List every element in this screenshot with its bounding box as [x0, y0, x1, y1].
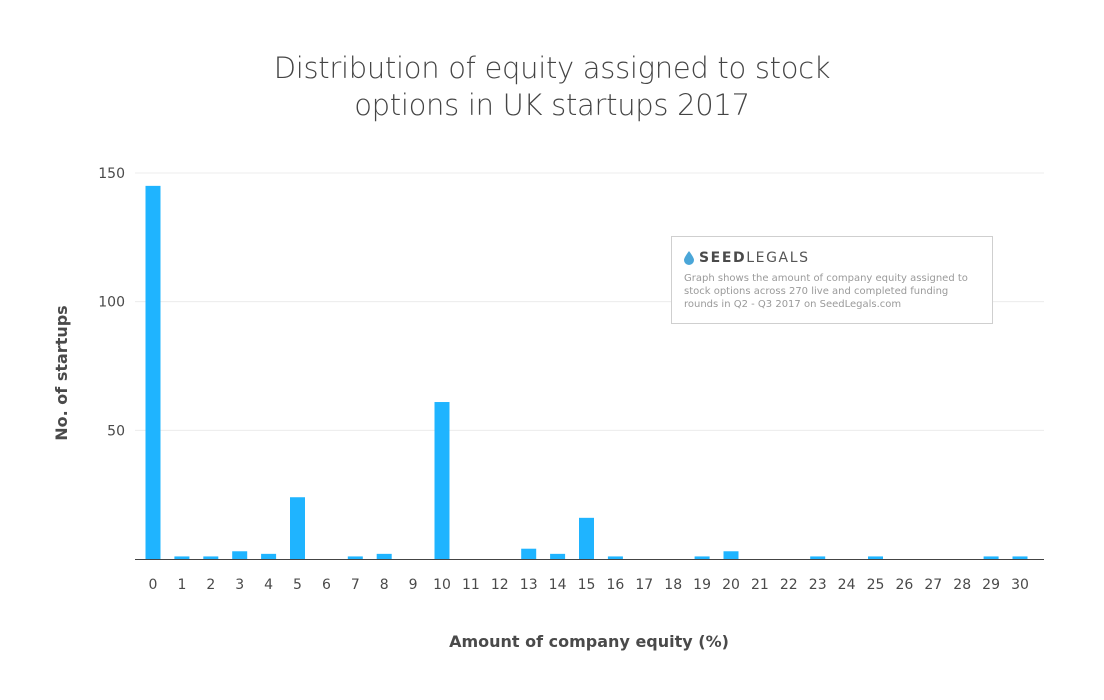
bar-23	[810, 556, 826, 559]
bar-4	[261, 553, 277, 559]
bar-25	[868, 556, 883, 559]
x-tick-label: 25	[867, 577, 885, 593]
x-tick-label: 3	[235, 577, 244, 593]
x-tick-label: 18	[664, 577, 682, 593]
bar-10	[434, 402, 450, 559]
bar-8	[376, 553, 392, 559]
bar-2	[203, 556, 219, 559]
logo-text-seed: SEED	[699, 250, 747, 266]
x-tick-label: 30	[1011, 577, 1029, 593]
bar-1	[174, 556, 190, 559]
x-tick-label: 2	[206, 577, 215, 593]
x-tick-label: 14	[549, 577, 567, 593]
bar-13	[521, 548, 537, 559]
x-tick-label: 4	[264, 577, 273, 593]
bar-5	[290, 497, 305, 559]
x-tick-label: 11	[462, 577, 480, 593]
x-tick-label: 17	[635, 577, 653, 593]
x-tick-label: 0	[149, 577, 158, 593]
bar-29	[983, 556, 999, 559]
x-tick-label: 22	[780, 577, 798, 593]
logo-text: SEEDLEGALS	[699, 250, 810, 266]
bar-20	[723, 551, 739, 559]
logo-text-legals: LEGALS	[746, 250, 810, 266]
y-tick-label: 150	[98, 166, 125, 182]
bars	[145, 185, 1028, 559]
water-drop-icon	[684, 251, 694, 265]
x-tick-label: 26	[895, 577, 913, 593]
x-tick-label: 24	[838, 577, 856, 593]
x-tick-label: 12	[491, 577, 509, 593]
chart-title: Distribution of equity assigned to stock…	[0, 50, 1104, 124]
bar-0	[145, 185, 161, 559]
y-tick-label: 100	[98, 295, 125, 311]
x-tick-label: 7	[351, 577, 360, 593]
x-tick-label: 5	[293, 577, 302, 593]
source-note: Graph shows the amount of company equity…	[684, 273, 968, 310]
bar-14	[550, 553, 566, 559]
chart-title-line-2: options in UK startups 2017	[354, 88, 750, 122]
x-tick-label: 16	[606, 577, 624, 593]
bar-15	[579, 517, 594, 559]
bar-3	[232, 551, 248, 559]
x-tick-label: 10	[433, 577, 451, 593]
x-tick-label: 27	[924, 577, 942, 593]
bar-19	[694, 556, 710, 559]
x-tick-label: 29	[982, 577, 1000, 593]
x-tick-label: 13	[520, 577, 538, 593]
x-tick-labels: 0 1 2 3 4 5 6 7 8 9 10 11 12 13 14 15 16 17 18 19 20 21 22 23 24…	[149, 577, 1029, 593]
x-tick-label: 28	[953, 577, 971, 593]
bar-16	[607, 556, 623, 559]
bar-7	[347, 556, 363, 559]
y-tick-labels: 50 100 150	[98, 166, 125, 439]
x-tick-label: 19	[693, 577, 711, 593]
x-axis-title: Amount of company equity (%)	[449, 632, 729, 651]
seedlegals-logo: SEEDLEGALS	[684, 249, 980, 267]
x-tick-label: 21	[751, 577, 769, 593]
x-tick-label: 9	[409, 577, 418, 593]
source-annotation-box: SEEDLEGALS Graph shows the amount of com…	[671, 236, 993, 324]
chart-title-line-1: Distribution of equity assigned to stock	[273, 51, 831, 85]
x-tick-label: 23	[809, 577, 827, 593]
y-axis-title: No. of startups	[52, 305, 71, 440]
x-tick-label: 15	[578, 577, 596, 593]
x-tick-label: 8	[380, 577, 389, 593]
x-tick-label: 1	[177, 577, 186, 593]
x-tick-label: 20	[722, 577, 740, 593]
y-tick-label: 50	[107, 423, 125, 439]
x-tick-label: 6	[322, 577, 331, 593]
bar-30	[1012, 556, 1028, 559]
